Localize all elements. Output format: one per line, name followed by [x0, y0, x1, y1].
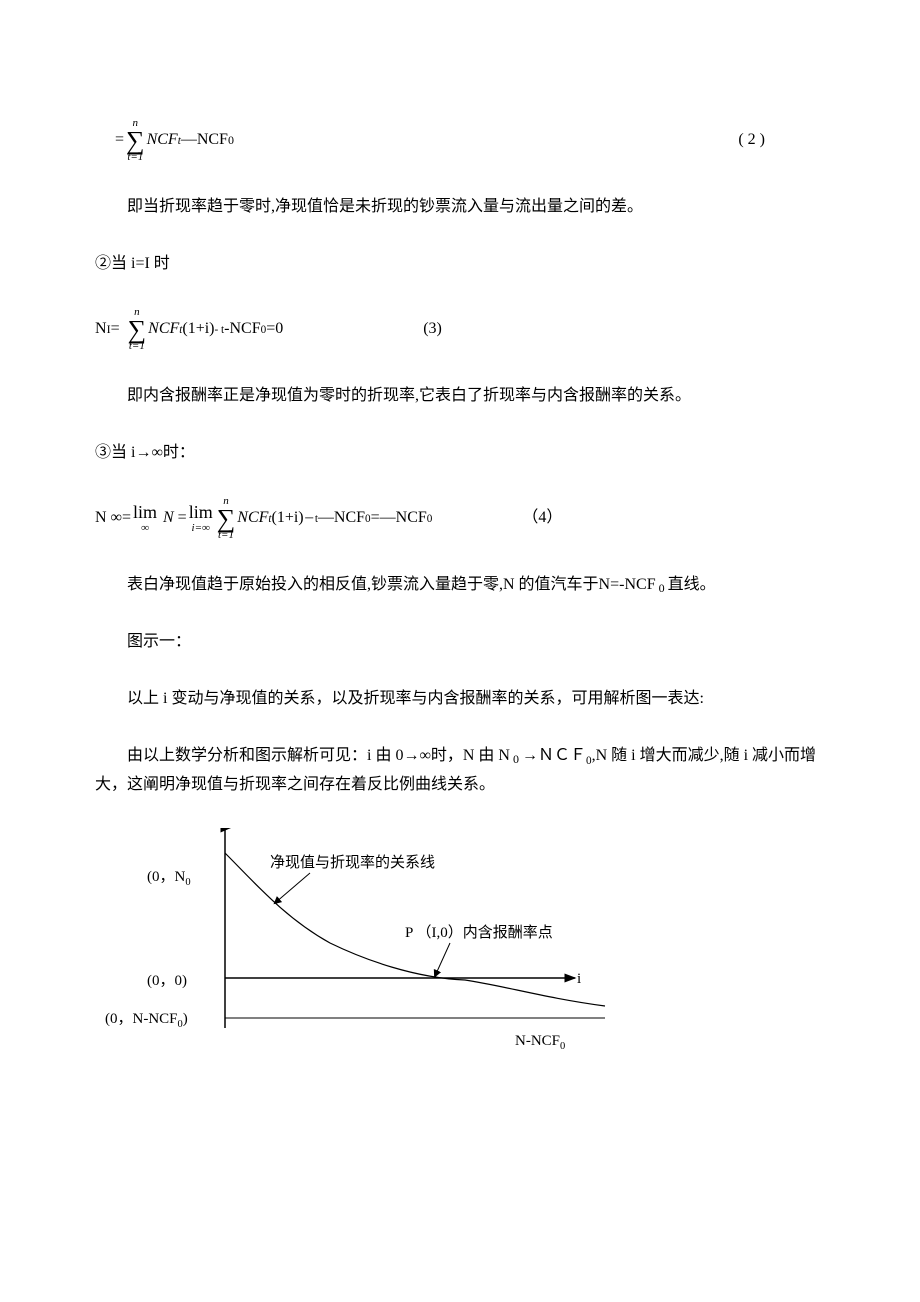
eq3-number: (3): [423, 315, 442, 344]
point-label: P （I,0）内含报酬率点: [405, 920, 553, 947]
equation-2: = n ∑ t=1 NCFt — NCF 0 ( 2 ): [95, 118, 825, 163]
eq4-number: （4）: [522, 504, 562, 533]
para-8: 由以上数学分析和图示解析可见：i 由 0→∞时，N 由 N 0 →ＮＣＦ0,N …: [95, 742, 825, 800]
eq2-prefix: =: [115, 126, 124, 155]
y-label-n0: (0，N0: [147, 864, 191, 893]
curve-label: 净现值与折现率的关系线: [270, 850, 435, 877]
arrow-to-point-icon: [435, 943, 450, 976]
summation-icon: n ∑ t=1: [128, 307, 147, 352]
para-3: 即内含报酬率正是净现值为零时的折现率,它表白了折现率与内含报酬率的关系。: [95, 382, 825, 411]
y-label-ncf0: (0，N-NCF0): [105, 1006, 188, 1035]
equation-4: N ∞= lim ∞ N = lim i=∞ n ∑ t=1 NCFt (1+i…: [95, 496, 825, 541]
npv-diagram: (0，N0 (0，0) (0，N-NCF0) 净现值与折现率的关系线 P （I,…: [215, 828, 715, 1069]
eq2-term: NCF: [147, 126, 178, 155]
page-content: = n ∑ t=1 NCFt — NCF 0 ( 2 ) 即当折现率趋于零时,净…: [0, 0, 920, 1149]
para-5: 表白净现值趋于原始投入的相反值,钞票流入量趋于零,N 的值汽车于N=-NCF 0…: [95, 571, 825, 600]
eq2-number: ( 2 ): [738, 126, 825, 155]
limit-icon: lim i=∞: [189, 503, 213, 534]
para-1: 即当折现率趋于零时,净现值恰是未折现的钞票流入量与流出量之间的差。: [95, 193, 825, 222]
equation-3-body: N I = n ∑ t=1 NCFt (1+i)- t -NCF0 =0: [95, 307, 283, 352]
para-6: 图示一：: [95, 628, 825, 657]
equation-3: N I = n ∑ t=1 NCFt (1+i)- t -NCF0 =0 (3): [95, 307, 825, 352]
arrow-to-curve-icon: [275, 873, 310, 903]
equation-2-body: = n ∑ t=1 NCFt — NCF 0: [95, 118, 234, 163]
summation-icon: n ∑ t=1: [126, 118, 145, 163]
limit-icon: lim ∞: [133, 503, 157, 534]
x-axis-label: i: [577, 966, 581, 993]
para-4: ③当 i→∞时：: [95, 439, 825, 468]
para-7: 以上 i 变动与净现值的关系，以及折现率与内含报酬率的关系，可用解析图一表达:: [95, 685, 825, 714]
asymptote-label: N-NCF0: [515, 1028, 565, 1057]
y-label-origin: (0，0): [147, 968, 187, 995]
summation-icon: n ∑ t=1: [217, 496, 236, 541]
para-2: ②当 i=I 时: [95, 250, 825, 279]
equation-4-body: N ∞= lim ∞ N = lim i=∞ n ∑ t=1 NCFt (1+i…: [95, 496, 432, 541]
